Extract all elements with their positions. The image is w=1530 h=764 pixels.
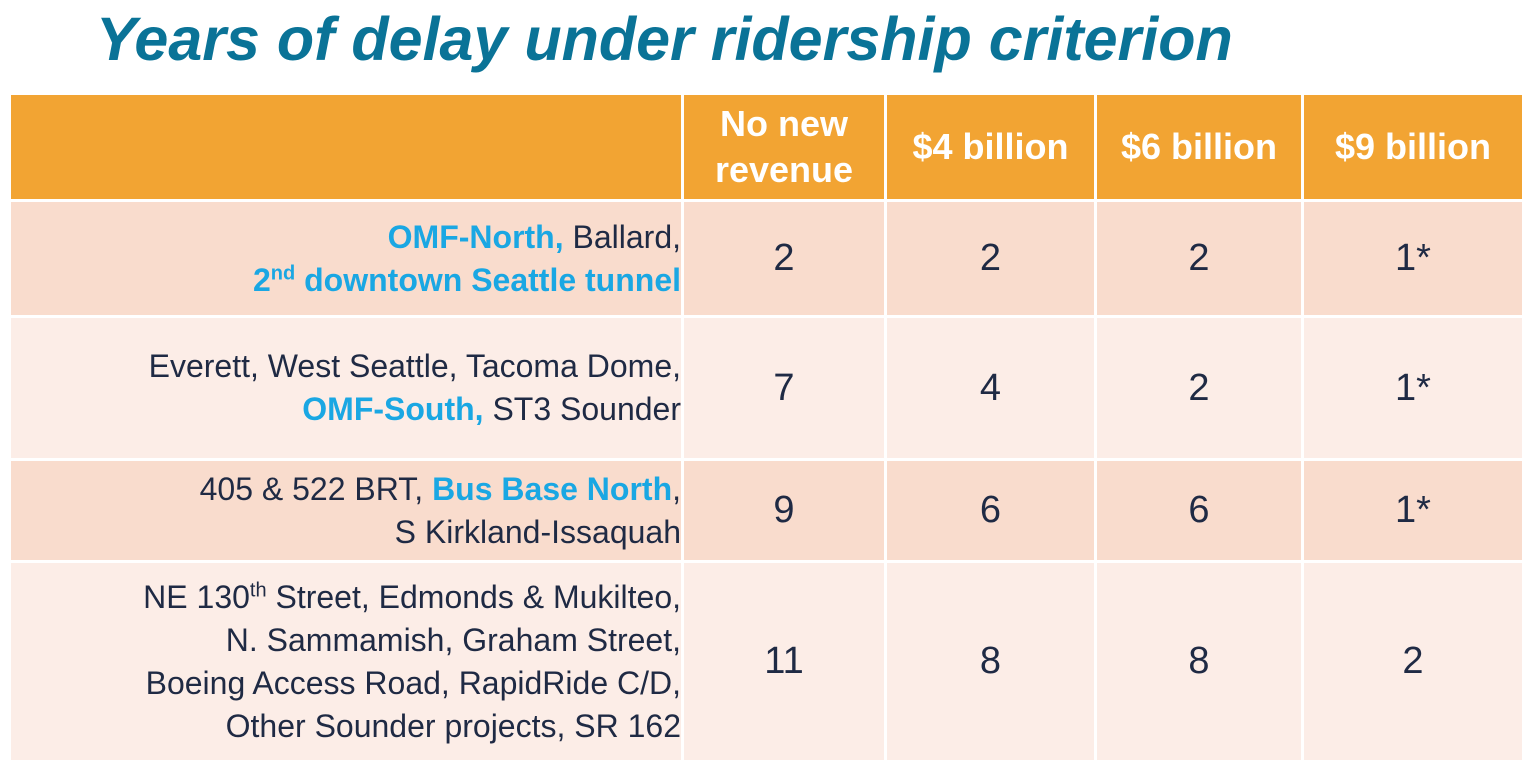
value-6-billion: 2 bbox=[1094, 199, 1304, 318]
value-9-billion: 1* bbox=[1301, 199, 1525, 318]
value-9-billion: 2 bbox=[1301, 560, 1525, 763]
header-project-cell bbox=[8, 92, 684, 202]
value-6-billion: 6 bbox=[1094, 458, 1304, 563]
header-6-billion: $6 billion bbox=[1094, 92, 1304, 202]
delay-table: No new revenue $4 billion $6 billion $9 … bbox=[8, 92, 1525, 763]
project-text: , bbox=[672, 470, 681, 507]
project-text: NE 130 bbox=[143, 578, 250, 615]
header-9-billion: $9 billion bbox=[1301, 92, 1525, 202]
row-projects: 405 & 522 BRT, Bus Base North, S Kirklan… bbox=[8, 458, 684, 563]
row-line: 2nd downtown Seattle tunnel bbox=[11, 259, 681, 302]
row-line: S Kirkland-Issaquah bbox=[394, 513, 681, 550]
value-no-new-revenue: 9 bbox=[681, 458, 887, 563]
table-row: Everett, West Seattle, Tacoma Dome, OMF-… bbox=[8, 315, 1525, 461]
highlight-project: downtown Seattle tunnel bbox=[295, 261, 681, 298]
value-6-billion: 8 bbox=[1094, 560, 1304, 763]
value-no-new-revenue: 11 bbox=[681, 560, 887, 763]
table-row: NE 130th Street, Edmonds & Mukilteo, N. … bbox=[8, 560, 1525, 763]
table-header-row: No new revenue $4 billion $6 billion $9 … bbox=[8, 92, 1525, 202]
project-text: Street, Edmonds & Mukilteo, bbox=[266, 578, 681, 615]
page-title: Years of delay under ridership criterion bbox=[96, 5, 1233, 73]
value-4-billion: 2 bbox=[884, 199, 1097, 318]
row-line: Boeing Access Road, RapidRide C/D, bbox=[145, 664, 681, 701]
row-line: Everett, West Seattle, Tacoma Dome, bbox=[148, 348, 681, 384]
project-text: 405 & 522 BRT, bbox=[199, 470, 433, 507]
project-text: ST3 Sounder bbox=[483, 391, 681, 427]
superscript: nd bbox=[270, 261, 296, 284]
row-projects: OMF-North, Ballard, 2nd downtown Seattle… bbox=[8, 199, 684, 318]
row-line: NE 130th Street, Edmonds & Mukilteo, bbox=[11, 576, 681, 619]
header-no-new-revenue: No new revenue bbox=[681, 92, 887, 202]
value-9-billion: 1* bbox=[1301, 315, 1525, 461]
row-line: 405 & 522 BRT, Bus Base North, bbox=[11, 468, 681, 511]
value-no-new-revenue: 7 bbox=[681, 315, 887, 461]
value-6-billion: 2 bbox=[1094, 315, 1304, 461]
row-line: OMF-North, Ballard, bbox=[11, 216, 681, 259]
value-4-billion: 6 bbox=[884, 458, 1097, 563]
row-projects: NE 130th Street, Edmonds & Mukilteo, N. … bbox=[8, 560, 684, 763]
row-line: OMF-South, ST3 Sounder bbox=[11, 388, 681, 431]
table-row: 405 & 522 BRT, Bus Base North, S Kirklan… bbox=[8, 458, 1525, 563]
highlight-project: OMF-South, bbox=[302, 391, 484, 427]
header-4-billion: $4 billion bbox=[884, 92, 1097, 202]
project-text: 2 bbox=[253, 261, 271, 298]
project-text: Ballard, bbox=[563, 218, 682, 255]
table-row: OMF-North, Ballard, 2nd downtown Seattle… bbox=[8, 199, 1525, 318]
value-9-billion: 1* bbox=[1301, 458, 1525, 563]
value-4-billion: 4 bbox=[884, 315, 1097, 461]
highlight-project: OMF-North, bbox=[387, 218, 564, 255]
highlight-project: Bus Base North bbox=[432, 470, 673, 507]
superscript: th bbox=[249, 578, 267, 601]
row-line: Other Sounder projects, SR 162 bbox=[225, 707, 681, 744]
value-4-billion: 8 bbox=[884, 560, 1097, 763]
row-projects: Everett, West Seattle, Tacoma Dome, OMF-… bbox=[8, 315, 684, 461]
value-no-new-revenue: 2 bbox=[681, 199, 887, 318]
row-line: N. Sammamish, Graham Street, bbox=[225, 621, 681, 658]
